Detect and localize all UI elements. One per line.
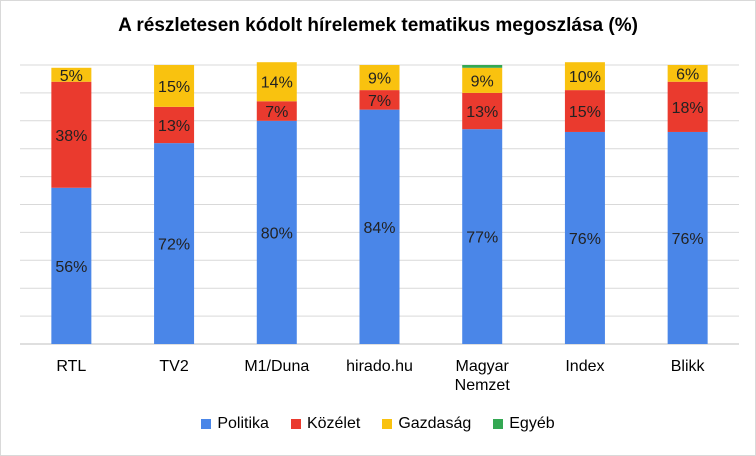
legend: Politika Közélet Gazdaság Egyéb bbox=[1, 415, 755, 433]
data-label-politika-index: 76% bbox=[569, 231, 601, 248]
category-label-m1-duna: M1/Duna bbox=[244, 358, 309, 375]
bar-egyeb-magyar-nemzet bbox=[462, 65, 503, 68]
bar-kozelet-m1-duna bbox=[256, 101, 297, 121]
legend-item-kozelet: Közélet bbox=[290, 415, 361, 433]
data-label-gazdasag-m1-duna: 14% bbox=[261, 75, 293, 92]
category-label-hirado-hu: hirado.hu bbox=[346, 358, 413, 375]
bar-politika-blikk bbox=[667, 131, 708, 344]
bar-gazdasag-index bbox=[564, 62, 605, 91]
legend-label-egyeb: Egyéb bbox=[509, 415, 555, 432]
data-label-gazdasag-index: 10% bbox=[569, 69, 601, 86]
data-label-gazdasag-magyar-nemzet: 9% bbox=[471, 73, 494, 90]
bar-politika-hirado-hu bbox=[359, 109, 400, 344]
category-label-blikk: Blikk bbox=[671, 358, 706, 375]
category-label-index: Index bbox=[565, 358, 604, 375]
data-label-politika-rtl: 56% bbox=[55, 259, 87, 276]
bar-politika-magyar-nemzet bbox=[462, 129, 503, 344]
bar-kozelet-blikk bbox=[667, 81, 708, 132]
category-label-tv2: TV2 bbox=[159, 358, 188, 375]
data-label-kozelet-index: 15% bbox=[569, 104, 601, 121]
bar-politika-index bbox=[564, 131, 605, 344]
data-label-kozelet-tv2: 13% bbox=[158, 118, 190, 135]
bar-gazdasag-rtl bbox=[51, 67, 92, 82]
legend-label-kozelet: Közélet bbox=[306, 415, 361, 432]
data-label-politika-magyar-nemzet: 77% bbox=[466, 230, 498, 247]
data-label-gazdasag-hirado-hu: 9% bbox=[368, 71, 391, 88]
data-label-gazdasag-rtl: 5% bbox=[60, 68, 83, 85]
bar-kozelet-rtl bbox=[51, 81, 92, 188]
legend-swatch-gazdasag bbox=[382, 419, 393, 429]
bar-kozelet-hirado-hu bbox=[359, 90, 400, 110]
bar-gazdasag-blikk bbox=[667, 65, 708, 82]
legend-item-gazdasag: Gazdaság bbox=[382, 415, 471, 433]
data-label-gazdasag-tv2: 15% bbox=[158, 79, 190, 96]
data-label-politika-m1-duna: 80% bbox=[261, 225, 293, 242]
data-label-politika-hirado-hu: 84% bbox=[363, 220, 395, 237]
bar-gazdasag-hirado-hu bbox=[359, 65, 400, 91]
data-label-kozelet-m1-duna: 7% bbox=[265, 104, 288, 121]
legend-label-gazdasag: Gazdaság bbox=[398, 415, 472, 432]
data-label-kozelet-rtl: 38% bbox=[55, 128, 87, 145]
legend-swatch-kozelet bbox=[290, 419, 301, 429]
data-label-kozelet-blikk: 18% bbox=[672, 100, 704, 117]
category-label-rtl: RTL bbox=[56, 358, 86, 375]
bar-gazdasag-m1-duna bbox=[256, 62, 297, 102]
bar-kozelet-magyar-nemzet bbox=[462, 92, 503, 130]
category-label-magyar-nemzet: Magyar Nemzet bbox=[455, 358, 511, 394]
bar-kozelet-index bbox=[564, 90, 605, 132]
data-label-politika-blikk: 76% bbox=[672, 231, 704, 248]
legend-label-politika: Politika bbox=[217, 415, 269, 432]
legend-swatch-egyeb bbox=[493, 419, 504, 429]
chart-title: A részletesen kódolt hírelemek tematikus… bbox=[118, 15, 638, 36]
bar-gazdasag-magyar-nemzet bbox=[462, 67, 503, 93]
bar-kozelet-tv2 bbox=[154, 106, 195, 144]
data-label-gazdasag-blikk: 6% bbox=[676, 66, 699, 83]
bar-politika-m1-duna bbox=[256, 120, 297, 344]
legend-item-egyeb: Egyéb bbox=[493, 415, 555, 433]
data-label-kozelet-magyar-nemzet: 13% bbox=[466, 104, 498, 121]
legend-item-politika: Politika bbox=[201, 415, 269, 433]
bar-gazdasag-tv2 bbox=[154, 65, 195, 107]
bar-politika-tv2 bbox=[154, 143, 195, 344]
data-label-politika-tv2: 72% bbox=[158, 237, 190, 254]
data-label-kozelet-hirado-hu: 7% bbox=[368, 93, 391, 110]
legend-swatch-politika bbox=[201, 419, 212, 429]
bar-politika-rtl bbox=[51, 187, 92, 344]
